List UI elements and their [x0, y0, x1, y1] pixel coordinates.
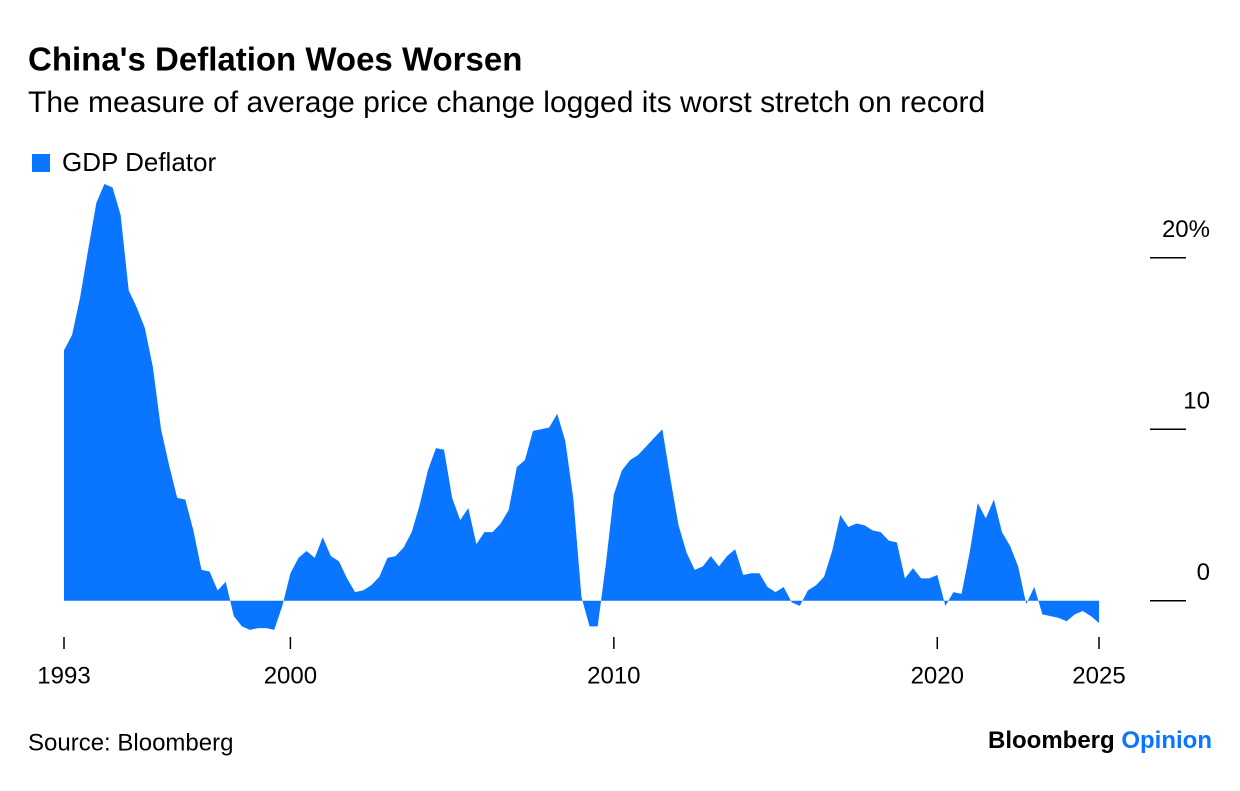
- brand-opinion: Opinion: [1121, 727, 1212, 754]
- chart-subtitle: The measure of average price change logg…: [28, 86, 985, 119]
- brand: Bloomberg Opinion: [988, 727, 1212, 754]
- y-tick-label: 0: [1197, 559, 1210, 586]
- legend-swatch: [32, 154, 50, 172]
- x-tick-label: 2000: [264, 662, 317, 689]
- x-tick-label: 2025: [1072, 662, 1125, 689]
- source: Source: Bloomberg: [28, 729, 233, 756]
- legend-label: GDP Deflator: [62, 147, 216, 177]
- y-tick-label: 10: [1183, 388, 1210, 415]
- chart-title: China's Deflation Woes Worsen: [28, 41, 522, 78]
- brand-name: Bloomberg: [988, 727, 1115, 754]
- y-tick-label: 20%: [1162, 216, 1210, 243]
- x-tick-label: 2020: [911, 662, 964, 689]
- x-tick-label: 1993: [37, 662, 90, 689]
- area: [64, 184, 1099, 630]
- x-tick-label: 2010: [587, 662, 640, 689]
